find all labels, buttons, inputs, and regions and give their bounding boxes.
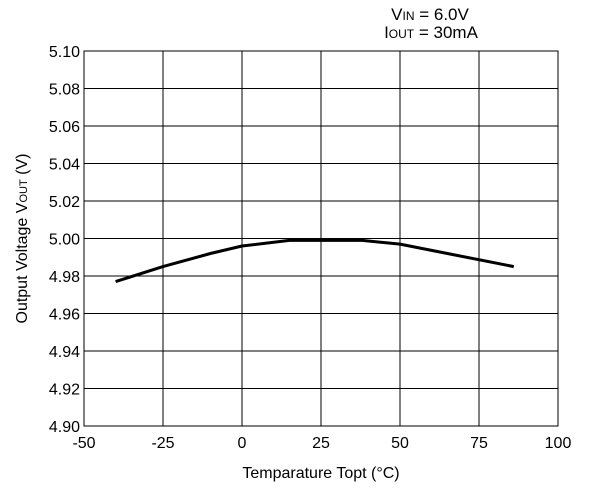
x-tick-label: 100 (545, 435, 572, 452)
x-tick-label: 25 (312, 435, 330, 452)
iout-subscript: OUT (388, 27, 415, 41)
y-tick-label: 4.94 (49, 344, 80, 361)
vin-subscript: IN (402, 9, 415, 23)
y-tick-label: 4.90 (49, 419, 80, 436)
y-axis-label: Output Voltage VOUT (V) (14, 154, 31, 324)
x-tick-label: -25 (151, 435, 174, 452)
x-tick-label: 50 (391, 435, 409, 452)
y-tick-label: 4.98 (49, 269, 80, 286)
grid (83, 50, 559, 427)
y-tick-label: 5.04 (49, 157, 80, 174)
x-tick-label: 0 (238, 435, 247, 452)
x-tick-label: -50 (72, 435, 95, 452)
y-tick-label: 5.06 (49, 119, 80, 136)
condition-iout: IOUT = 30mA (366, 24, 496, 43)
condition-vin: VIN = 6.0V (370, 6, 490, 25)
y-tick-labels: 4.90 4.92 4.94 4.96 4.98 5.00 5.02 5.04 5.06 5.08… (49, 44, 80, 436)
x-axis-label: Temparature Topt (°C) (242, 465, 399, 482)
y-tick-label: 5.02 (49, 194, 80, 211)
x-tick-label: 75 (470, 435, 488, 452)
y-axis-label-sub: OUT (18, 179, 30, 203)
iout-value: = 30mA (418, 23, 478, 42)
plot-frame (83, 50, 559, 427)
x-tick-labels: -50 -25 0 25 50 75 100 (72, 435, 571, 452)
y-tick-label: 4.92 (49, 382, 80, 399)
y-tick-label: 5.10 (49, 44, 80, 61)
y-tick-label: 5.00 (49, 232, 80, 249)
iout-symbol: I (384, 23, 389, 42)
vin-symbol: V (391, 5, 403, 24)
y-axis-label-main: Output Voltage V (14, 202, 31, 323)
vin-value: = 6.0V (419, 5, 469, 24)
series-line (115, 238, 515, 284)
y-tick-label: 4.96 (49, 307, 80, 324)
y-tick-label: 5.08 (49, 82, 80, 99)
y-axis-label-unit: (V) (14, 154, 31, 180)
